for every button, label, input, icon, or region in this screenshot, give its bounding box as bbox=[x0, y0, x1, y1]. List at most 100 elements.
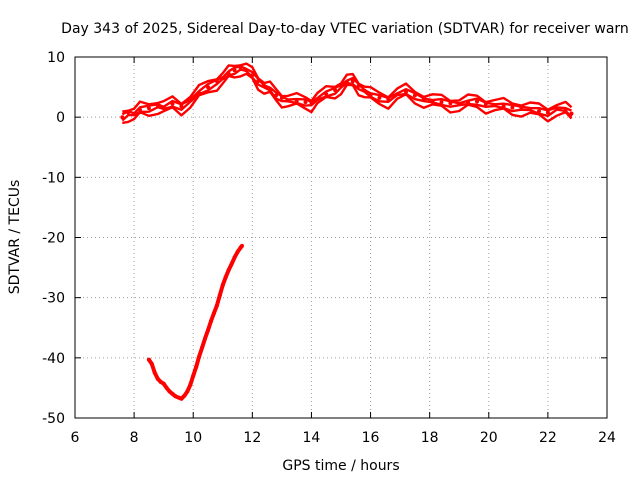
data-point bbox=[448, 101, 453, 106]
data-point bbox=[155, 376, 160, 381]
data-point bbox=[294, 99, 299, 104]
data-point bbox=[211, 311, 216, 316]
y-tick-label: 10 bbox=[47, 50, 65, 66]
data-point bbox=[203, 336, 207, 341]
data-point bbox=[170, 391, 175, 396]
data-point bbox=[475, 99, 479, 104]
data-point bbox=[279, 95, 284, 100]
data-point bbox=[554, 106, 559, 111]
data-point bbox=[167, 389, 172, 394]
data-point bbox=[191, 373, 196, 378]
x-tick-label: 12 bbox=[243, 430, 261, 446]
y-tick-label: -50 bbox=[42, 411, 65, 427]
data-point bbox=[170, 101, 175, 106]
data-point bbox=[274, 93, 278, 98]
data-point bbox=[250, 73, 255, 78]
data-point bbox=[563, 107, 568, 112]
data-point bbox=[229, 262, 234, 266]
x-tick-label: 24 bbox=[598, 430, 616, 446]
data-point bbox=[303, 100, 308, 105]
data-point bbox=[315, 97, 320, 102]
x-tick-label: 14 bbox=[303, 430, 321, 446]
data-point bbox=[206, 328, 210, 333]
data-point bbox=[309, 100, 314, 105]
data-point bbox=[386, 97, 391, 102]
data-point bbox=[439, 100, 444, 105]
data-point bbox=[268, 87, 273, 92]
y-tick-label: -40 bbox=[42, 351, 65, 367]
x-tick-label: 22 bbox=[539, 430, 557, 446]
data-point bbox=[232, 68, 237, 73]
data-point bbox=[339, 83, 343, 88]
data-point bbox=[244, 68, 249, 73]
y-tick-label: 0 bbox=[56, 110, 65, 126]
data-point bbox=[262, 83, 267, 88]
data-point bbox=[138, 107, 142, 112]
data-point bbox=[214, 79, 219, 84]
data-point bbox=[214, 303, 219, 308]
series-line bbox=[122, 72, 573, 125]
x-tick-label: 8 bbox=[130, 430, 139, 446]
plot-frame bbox=[74, 56, 608, 419]
data-point bbox=[155, 103, 160, 108]
data-point bbox=[200, 345, 205, 350]
data-point bbox=[220, 76, 225, 81]
data-point bbox=[161, 381, 166, 386]
data-point bbox=[149, 361, 154, 366]
data-point bbox=[466, 100, 471, 105]
data-point bbox=[188, 98, 193, 103]
data-point bbox=[188, 382, 193, 387]
grid-lines bbox=[75, 57, 607, 418]
data-point bbox=[377, 95, 382, 100]
data-point bbox=[206, 85, 210, 90]
data-point bbox=[368, 93, 373, 98]
data-point bbox=[164, 385, 169, 390]
data-point bbox=[209, 319, 213, 324]
data-point bbox=[226, 268, 231, 272]
data-point bbox=[197, 91, 202, 96]
data-point bbox=[146, 106, 151, 111]
data-point bbox=[457, 101, 462, 106]
data-point bbox=[412, 93, 417, 98]
x-axis-label: GPS time / hours bbox=[282, 458, 399, 474]
x-tick-label: 16 bbox=[362, 430, 380, 446]
data-point bbox=[519, 105, 524, 110]
data-point bbox=[528, 107, 533, 112]
data-point bbox=[223, 275, 228, 280]
data-point bbox=[545, 110, 550, 115]
data-point bbox=[226, 71, 231, 76]
y-axis-label: SDTVAR / TECUs bbox=[7, 180, 23, 295]
data-point bbox=[235, 249, 240, 254]
data-point bbox=[194, 364, 199, 369]
data-point bbox=[344, 80, 349, 85]
series-line bbox=[121, 68, 573, 122]
data-point bbox=[356, 83, 361, 88]
x-tick-label: 10 bbox=[184, 430, 202, 446]
data-point bbox=[510, 105, 515, 110]
data-point bbox=[483, 101, 488, 106]
data-point bbox=[421, 97, 426, 102]
data-point bbox=[120, 115, 125, 120]
x-tick-label: 6 bbox=[71, 430, 80, 446]
axis-ticks: 6 8 10 12 14 16 18 20 22 24 -50 -40 -30 -20 -10 0 10 bbox=[42, 50, 616, 446]
data-point bbox=[240, 243, 244, 248]
series-lower-arc bbox=[146, 243, 244, 401]
x-tick-label: 18 bbox=[421, 430, 439, 446]
series-upper-band bbox=[120, 62, 574, 125]
data-point bbox=[395, 92, 400, 97]
data-point bbox=[285, 98, 290, 103]
data-point bbox=[350, 79, 355, 84]
data-marks bbox=[120, 62, 574, 401]
data-point bbox=[179, 104, 184, 109]
data-point bbox=[238, 65, 243, 70]
data-point bbox=[404, 89, 408, 94]
data-point bbox=[176, 395, 181, 400]
data-point bbox=[362, 88, 367, 93]
y-tick-label: -10 bbox=[42, 170, 65, 186]
data-point bbox=[537, 109, 541, 114]
data-point bbox=[158, 379, 163, 384]
data-point bbox=[182, 393, 187, 398]
data-point bbox=[126, 110, 131, 115]
data-point bbox=[501, 104, 506, 109]
